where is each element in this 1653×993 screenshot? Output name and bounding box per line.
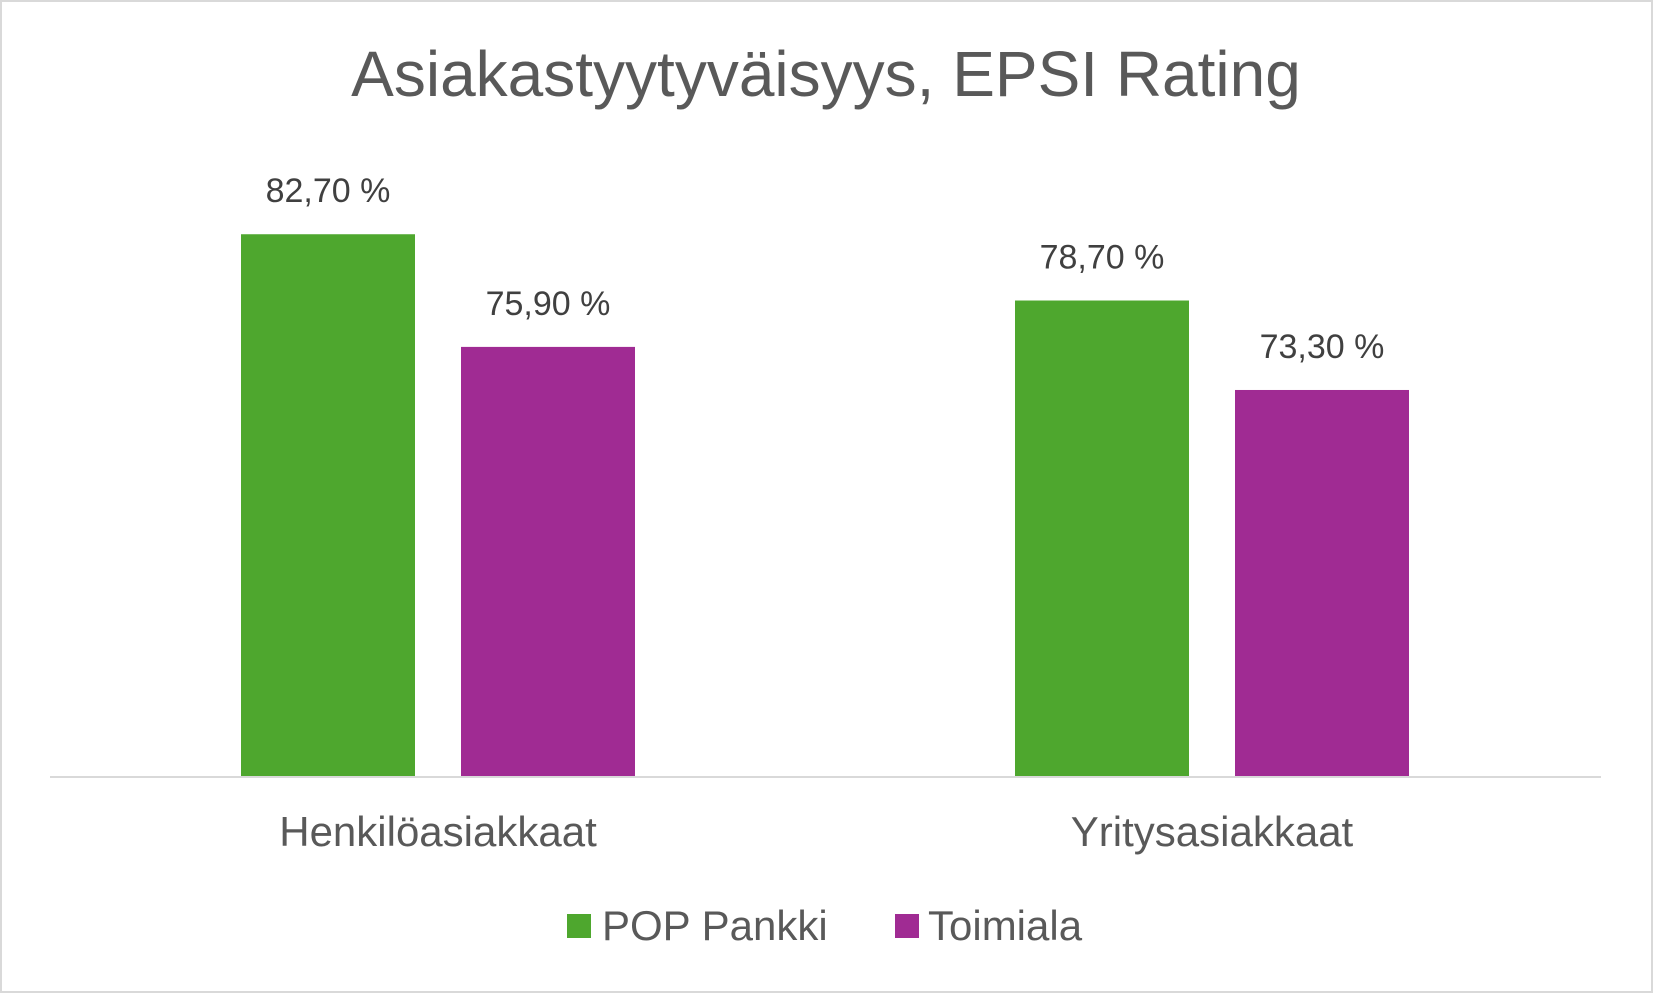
data-label: 75,90 % bbox=[486, 285, 611, 323]
bar-toimiala-1 bbox=[461, 346, 635, 776]
legend-label: POP Pankki bbox=[602, 902, 828, 949]
legend-swatch bbox=[567, 914, 591, 938]
data-label: 73,30 % bbox=[1260, 328, 1385, 366]
legend-label: Toimiala bbox=[928, 902, 1083, 949]
bar-toimiala-2 bbox=[1235, 389, 1409, 776]
legend-swatch bbox=[895, 914, 919, 938]
bars-group: 82,70 % 75,90 % 78,70 % 73,30 % bbox=[241, 172, 1409, 776]
category-label: Henkilöasiakkaat bbox=[279, 808, 597, 855]
data-label: 78,70 % bbox=[1040, 239, 1165, 277]
bar-pop-pankki-1 bbox=[241, 234, 415, 776]
legend: POP Pankki Toimiala bbox=[567, 902, 1083, 949]
bar-pop-pankki-2 bbox=[1015, 300, 1189, 776]
data-label: 82,70 % bbox=[266, 172, 391, 210]
chart-title: Asiakastyytyväisyys, EPSI Rating bbox=[351, 38, 1301, 110]
category-label: Yritysasiakkaat bbox=[1071, 808, 1354, 855]
category-labels: Henkilöasiakkaat Yritysasiakkaat bbox=[279, 808, 1353, 855]
